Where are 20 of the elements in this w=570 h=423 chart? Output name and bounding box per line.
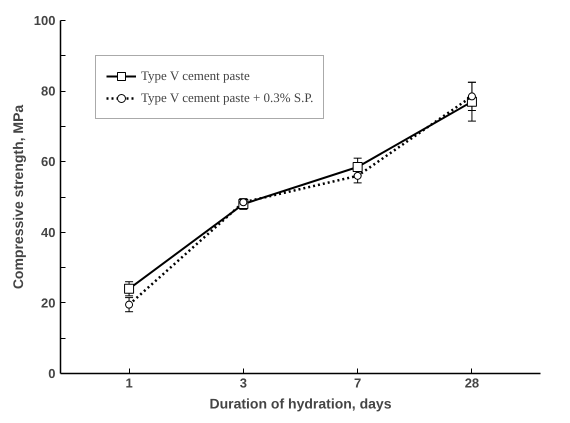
- x-axis-title: Duration of hydration, days: [209, 396, 392, 412]
- y-tick-label: 0: [48, 366, 56, 381]
- y-tick-label: 40: [41, 224, 56, 240]
- y-tick-label: 60: [41, 154, 56, 170]
- legend-label: Type V cement paste: [141, 68, 250, 84]
- point: [124, 284, 134, 294]
- point: [468, 92, 476, 100]
- y-axis-title: Compressive strength, MPa: [10, 104, 26, 290]
- legend-label: Type V cement paste + 0.3% S.P.: [141, 90, 314, 106]
- y-tick-label: 100: [34, 13, 56, 28]
- x-tick-label: 1: [125, 376, 133, 390]
- y-tick-label: 80: [41, 84, 56, 99]
- point: [352, 162, 363, 172]
- y-tick-label: 20: [41, 295, 56, 310]
- point: [354, 172, 362, 180]
- point: [125, 300, 134, 309]
- x-tick-label: 7: [354, 376, 362, 390]
- point: [239, 198, 248, 206]
- x-tick-label: 3: [240, 376, 247, 390]
- x-tick-label: 28: [464, 376, 480, 390]
